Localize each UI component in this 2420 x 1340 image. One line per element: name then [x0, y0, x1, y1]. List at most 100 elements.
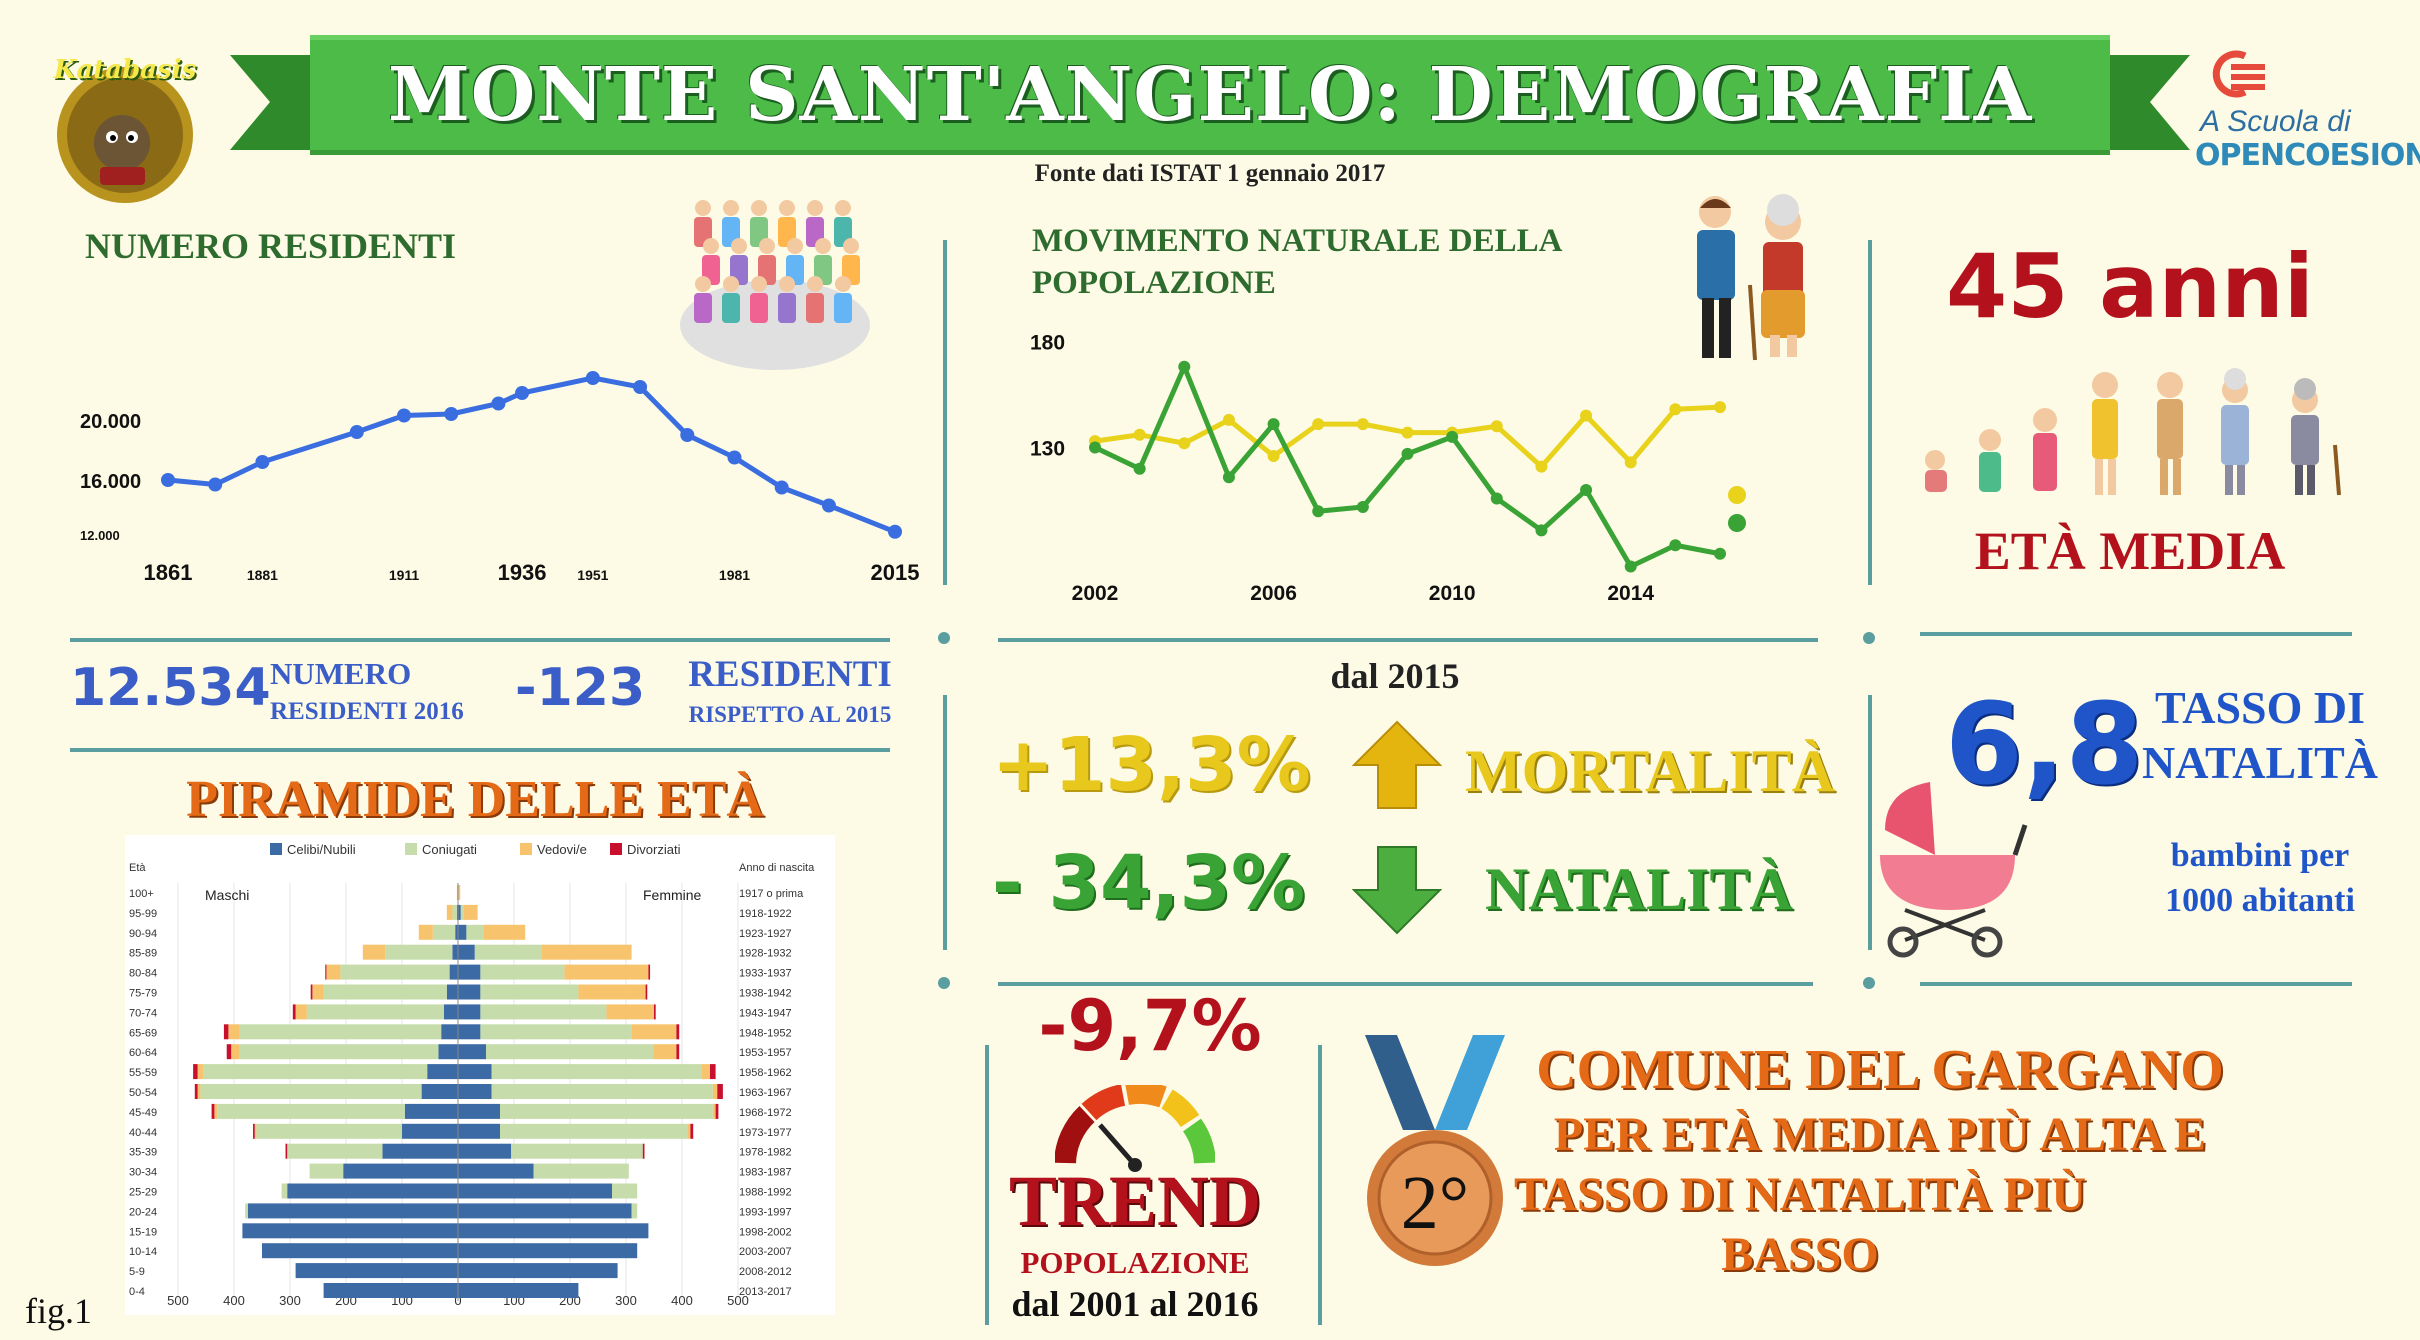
person-head [779, 200, 795, 216]
age-group-label: 20-24 [129, 1206, 157, 1218]
birth-year-label: 1983-1987 [739, 1167, 792, 1179]
residents-point [349, 425, 364, 439]
trend-sub2: dal 2001 al 2016 [1011, 1284, 1259, 1324]
x-tick-label: 2002 [1072, 582, 1119, 605]
female-married-bar [631, 1203, 638, 1219]
series-point-nati [1178, 360, 1191, 373]
person-head [703, 238, 719, 254]
female-married-bar [480, 984, 579, 1000]
female-divorced-bar [648, 964, 651, 980]
trend-sub1: POPOLAZIONE [1020, 1245, 1250, 1280]
opencoesione-mark-icon [2212, 50, 2265, 98]
female-single-bar [458, 1183, 612, 1199]
female-single-bar [458, 1103, 500, 1119]
residents-line-chart: 1861 1881 1911 1936 1951 1981 2015 12.000 16.000… [80, 371, 920, 585]
female-married-bar [466, 924, 484, 940]
x-tick-label: 300 [279, 1293, 301, 1308]
birth-year-label: 1988-1992 [739, 1187, 792, 1199]
age-group-label: 45-49 [129, 1107, 157, 1119]
natality-value: - 34,3% [992, 840, 1306, 926]
female-single-bar [458, 1163, 534, 1179]
male-divorced-bar [310, 984, 313, 1000]
female-married-bar [480, 1004, 607, 1020]
age-group-label: 65-69 [129, 1027, 157, 1039]
birthrate-title: TASSO DI NATALITÀ [2120, 680, 2400, 790]
delta-label-line1: RESIDENTI [688, 654, 892, 695]
divider [1318, 1045, 1322, 1325]
rank-line2: PER ETÀ MEDIA PIÙ ALTA E [1553, 1108, 2207, 1161]
age-group-label: 60-64 [129, 1047, 157, 1059]
person-body [806, 293, 824, 323]
series-point-morti [1535, 460, 1548, 473]
residents-series-line [167, 375, 896, 535]
male-divorced-bar [226, 1044, 232, 1060]
arrow-up-icon [1352, 720, 1442, 809]
age-group-label: 55-59 [129, 1067, 157, 1079]
person-head [751, 200, 767, 216]
female-widowed-bar [712, 1084, 718, 1099]
age-group-label: 5-9 [129, 1266, 145, 1278]
female-single-bar [458, 1283, 579, 1298]
medal-rank: 2° [1400, 1161, 1470, 1245]
female-divorced-bar [717, 1084, 723, 1099]
female-widowed-bar [687, 1123, 691, 1139]
male-widowed-bar [456, 885, 458, 900]
female-single-bar [458, 1203, 632, 1219]
female-single-bar [458, 904, 461, 920]
rank-line1: COMUNE DEL GARGANO [1536, 1039, 2224, 1101]
x-tick-label: 2015 [871, 560, 920, 585]
side-label-females: Femmine [643, 887, 702, 903]
birth-year-label: 1973-1977 [739, 1127, 792, 1139]
female-single-bar [458, 984, 481, 1000]
movement-title-line2: POPOLAZIONE [1032, 265, 1276, 301]
series-point-morti [1624, 456, 1637, 469]
series-point-nati [1535, 524, 1548, 537]
male-married-bar [452, 904, 457, 920]
x-tick-label: 500 [727, 1293, 749, 1308]
person-head [695, 276, 711, 292]
series-point-nati [1401, 447, 1414, 460]
series-point-nati [1133, 462, 1146, 475]
average-age-value: 45 anni [1946, 235, 2314, 338]
female-widowed-bar [712, 1103, 716, 1119]
birthrate-sub: bambini per 1000 abitanti [2120, 833, 2400, 923]
trend-value: -9,7% [1038, 985, 1262, 1067]
male-married-bar [203, 1064, 428, 1080]
pyramid-header-right: Anno di nascita [739, 862, 815, 874]
divider [943, 240, 947, 585]
age-pyramid-chart: 5004003002001000100200300400500Celibi/Nu… [125, 835, 835, 1315]
female-married-bar [491, 1084, 713, 1099]
male-single-bar [438, 1044, 458, 1060]
age-group-label: 50-54 [129, 1087, 157, 1099]
natality-label: NATALITÀ [1485, 856, 1793, 922]
x-tick-label: 500 [167, 1293, 189, 1308]
y-tick-label: 20.000 [80, 411, 141, 433]
x-tick-label: 400 [223, 1293, 245, 1308]
female-married-bar [612, 1183, 638, 1199]
divider [998, 638, 1818, 642]
birth-year-label: 1948-1952 [739, 1027, 792, 1039]
birth-year-label: 2013-2017 [739, 1286, 792, 1298]
divider [1920, 632, 2352, 636]
birth-year-label: 1998-2002 [739, 1226, 792, 1238]
residents-point [727, 450, 742, 465]
legend-marker [610, 843, 622, 855]
age-group-label: 35-39 [129, 1147, 157, 1159]
birthrate-sub-line2: 1000 abitanti [2165, 882, 2355, 919]
side-label-males: Maschi [205, 887, 249, 903]
male-widowed-bar [197, 1064, 204, 1080]
age-group-label: 95-99 [129, 908, 157, 920]
title-ribbon [230, 35, 2190, 155]
female-divorced-bar [676, 1044, 680, 1060]
birthrate-title-line1: TASSO DI [2154, 682, 2366, 733]
female-married-bar [491, 1064, 702, 1080]
katabasis-logo-icon [57, 67, 193, 203]
male-widowed-bar [326, 964, 341, 980]
birth-year-label: 1933-1937 [739, 968, 792, 980]
movement-line-chart: 2002200620102014130180MORTINATI [1030, 331, 1746, 605]
female-widowed-bar [701, 1064, 710, 1080]
series-point-morti [1222, 413, 1235, 426]
female-widowed-bar [458, 885, 461, 900]
x-tick-label: 400 [671, 1293, 693, 1308]
female-married-bar [480, 964, 565, 980]
